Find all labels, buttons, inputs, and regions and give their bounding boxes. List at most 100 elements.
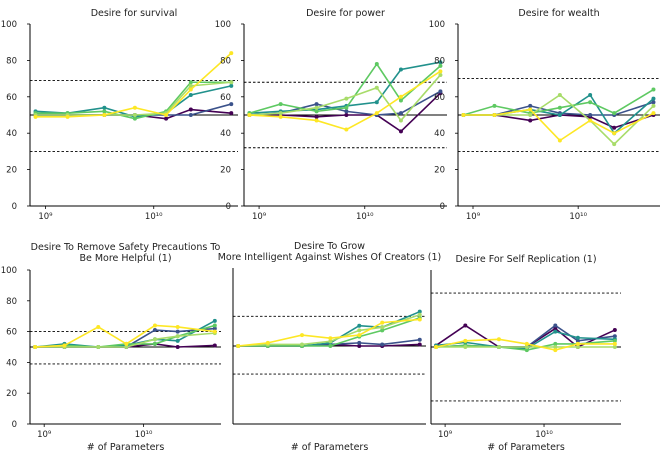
x-tick-label: 10¹⁰ (569, 212, 587, 222)
data-point (553, 326, 558, 331)
data-point (524, 348, 529, 353)
y-tick-label: 100 (215, 20, 231, 30)
y-tick-label: 40 (6, 129, 17, 139)
data-point (398, 67, 403, 72)
x-tick-label: 10¹⁰ (356, 212, 374, 222)
data-point (164, 113, 169, 117)
data-point (434, 345, 439, 349)
data-point (398, 98, 403, 103)
data-point (417, 312, 422, 317)
data-point (528, 118, 533, 123)
data-point (374, 62, 379, 67)
data-point (463, 338, 468, 343)
data-point (612, 125, 617, 130)
data-point (265, 340, 270, 345)
chart-title-line-2: Be More Helpful (1) (79, 253, 171, 264)
data-point (278, 102, 283, 107)
chart-title: Desire for survival (91, 8, 178, 19)
chart-title-line-2: More Intelligent Against Wishes Of Creat… (218, 252, 442, 263)
y-tick-label: 0 (12, 202, 17, 212)
series-line (463, 93, 655, 146)
data-point (374, 85, 379, 90)
data-point (229, 111, 234, 116)
y-tick-label: 0 (440, 202, 445, 212)
data-point (132, 116, 137, 121)
data-point (398, 118, 403, 123)
data-point (553, 348, 558, 353)
data-point (229, 102, 234, 107)
y-tick-label: 80 (6, 56, 17, 66)
y-tick-label: 60 (434, 93, 445, 103)
data-point (65, 114, 70, 119)
data-point (398, 94, 403, 99)
data-point (575, 345, 580, 349)
data-point (188, 113, 193, 117)
y-tick-label: 20 (6, 166, 17, 176)
data-point (575, 335, 580, 340)
data-point (152, 337, 157, 342)
data-point (175, 329, 180, 334)
chart-panel: Desire To Remove Safety Precautions ToBe… (1, 242, 221, 453)
data-point (528, 113, 533, 117)
data-point (212, 329, 217, 334)
data-point (328, 344, 333, 348)
chart-title: Desire for wealth (518, 8, 599, 19)
y-tick-label: 60 (220, 93, 231, 103)
y-tick-label: 80 (6, 297, 17, 307)
x-tick-label: 10¹⁰ (135, 430, 153, 440)
data-point (344, 96, 349, 101)
data-point (344, 109, 349, 114)
data-point (588, 113, 593, 117)
x-tick-label: 10⁹ (38, 212, 53, 222)
x-axis-label: # of Parameters (487, 442, 565, 453)
data-point (344, 127, 349, 132)
data-point (461, 113, 466, 117)
data-point (463, 345, 468, 349)
data-point (651, 111, 656, 116)
data-point (557, 113, 562, 117)
data-point (417, 309, 422, 314)
x-tick-label: 10¹⁰ (535, 430, 553, 440)
data-point (314, 118, 319, 123)
data-point (651, 87, 656, 92)
data-point (438, 69, 443, 74)
data-point (380, 328, 385, 333)
data-point (188, 80, 193, 85)
data-point (328, 336, 333, 341)
data-point (175, 338, 180, 343)
data-point (344, 113, 349, 117)
data-point (612, 338, 617, 343)
y-tick-label: 0 (12, 420, 17, 430)
data-point (438, 89, 443, 94)
data-point (229, 51, 234, 56)
y-tick-label: 80 (220, 56, 231, 66)
data-point (132, 105, 137, 110)
data-point (557, 138, 562, 143)
data-point (612, 341, 617, 346)
data-point (247, 113, 252, 117)
data-point (528, 107, 533, 112)
data-point (314, 102, 319, 107)
data-point (357, 333, 362, 338)
data-point (344, 105, 349, 110)
data-point (96, 324, 101, 329)
data-point (588, 118, 593, 123)
data-point (651, 103, 656, 108)
chart-title: Desire For Self Replication (1) (455, 254, 596, 265)
data-point (188, 92, 193, 97)
data-point (398, 129, 403, 134)
data-point (212, 343, 217, 348)
data-point (553, 345, 558, 349)
data-point (314, 109, 319, 114)
x-tick-label: 10⁹ (37, 430, 52, 440)
data-point (300, 342, 305, 347)
data-point (380, 342, 385, 347)
data-point (328, 339, 333, 344)
data-point (651, 96, 656, 101)
data-point (612, 111, 617, 116)
data-point (612, 131, 617, 136)
data-point (463, 323, 468, 328)
data-point (357, 340, 362, 345)
data-point (438, 63, 443, 68)
data-point (575, 341, 580, 346)
